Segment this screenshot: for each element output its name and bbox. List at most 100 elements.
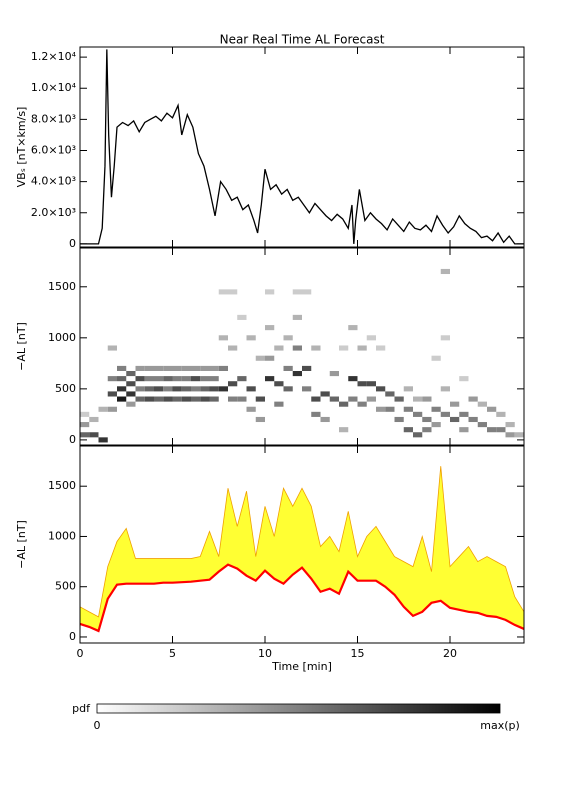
pdf-cell — [311, 345, 321, 351]
pdf-cell — [394, 396, 404, 402]
pdf-cell — [413, 432, 423, 438]
pdf-cell — [154, 376, 164, 382]
pdf-cell — [468, 416, 478, 423]
pdf-cell — [255, 416, 265, 423]
pdf-cell — [376, 406, 386, 412]
pdf-cell — [144, 365, 154, 371]
y-tick-label: 0 — [69, 630, 76, 643]
pdf-cell — [255, 355, 265, 361]
pdf-cell — [357, 401, 367, 407]
pdf-cell — [89, 416, 99, 423]
pdf-cell — [468, 396, 478, 402]
pdf-cell — [163, 376, 173, 382]
pdf-cell — [274, 401, 284, 407]
pdf-cell — [422, 427, 432, 433]
y-tick-label: 8.0×10³ — [31, 112, 76, 125]
pdf-cell — [228, 396, 238, 402]
pdf-cell — [172, 376, 182, 382]
pdf-cell — [135, 386, 145, 392]
pdf-cell — [80, 432, 90, 438]
pdf-cell — [228, 289, 238, 295]
pdf-cell — [117, 396, 127, 402]
pdf-cell — [422, 416, 432, 423]
pdf-cell — [172, 386, 182, 392]
y-axis-title: −AL [nT] — [15, 520, 28, 569]
pdf-cell — [514, 432, 524, 438]
y-tick-label: 0 — [69, 433, 76, 446]
x-tick-label: 20 — [443, 647, 457, 660]
pdf-cell — [246, 335, 256, 341]
pdf-cell — [126, 401, 136, 407]
vbs-line — [80, 49, 524, 245]
x-tick-label: 10 — [258, 647, 272, 660]
pdf-cell — [228, 345, 238, 351]
pdf-cell — [200, 386, 210, 392]
y-tick-label: 1.2×10⁴ — [31, 50, 77, 63]
pdf-cell — [117, 376, 127, 382]
y-tick-label: 0 — [69, 237, 76, 250]
pdf-cell — [265, 325, 275, 331]
pdf-cell — [339, 427, 349, 433]
pdf-cell — [440, 335, 450, 341]
pdf-cell — [80, 422, 90, 428]
pdf-cell — [339, 401, 349, 407]
pdf-cell — [274, 381, 284, 387]
colorbar-label: pdf — [72, 702, 91, 715]
x-axis-title: Time [min] — [271, 660, 332, 673]
pdf-cell — [218, 335, 228, 341]
pdf-cell — [376, 386, 386, 392]
upper-edge — [79, 466, 525, 618]
pdf-cell — [440, 411, 450, 417]
y-tick-label: 1500 — [48, 479, 76, 492]
pdf-cell — [302, 365, 312, 371]
pdf-cell — [339, 345, 349, 351]
pdf-cell — [403, 386, 413, 392]
y-tick-label: 6.0×10³ — [31, 144, 76, 157]
pdf-cell — [302, 386, 312, 392]
pdf-cell — [292, 289, 302, 295]
pdf-cell — [366, 335, 376, 341]
colorbar — [96, 703, 501, 714]
pdf-cell — [181, 365, 191, 371]
pdf-cell — [144, 376, 154, 382]
pdf-cell — [450, 416, 460, 423]
pdf-cell — [459, 411, 469, 417]
y-tick-label: 1000 — [48, 331, 76, 344]
y-axis-title: VBₛ [nT×km/s] — [15, 107, 28, 188]
pdf-cell — [302, 289, 312, 295]
pdf-cell — [440, 268, 450, 275]
pdf-cell — [348, 376, 358, 382]
pdf-cell — [496, 427, 506, 433]
pdf-cell — [209, 386, 219, 392]
pdf-cell — [181, 396, 191, 402]
colorbar-max: max(p) — [480, 719, 520, 732]
pdf-cell — [117, 386, 127, 392]
pdf-cell — [357, 345, 367, 351]
pdf-cell — [431, 422, 441, 428]
y-tick-label: 500 — [55, 580, 76, 593]
pdf-cell — [265, 355, 275, 361]
pdf-cell — [154, 365, 164, 371]
pdf-cell — [218, 386, 228, 392]
pdf-cell — [237, 396, 247, 402]
pdf-cell — [237, 376, 247, 382]
pdf-cell — [107, 391, 117, 397]
pdf-cell — [385, 406, 395, 412]
pdf-cell — [348, 325, 358, 331]
pdf-cell — [274, 345, 284, 351]
pdf-cell — [459, 376, 469, 382]
pdf-cell — [135, 376, 145, 382]
pdf-cell — [403, 406, 413, 412]
forecast-band — [80, 466, 524, 631]
pdf-cell — [172, 365, 182, 371]
pdf-cell — [228, 381, 238, 387]
x-tick-label: 0 — [77, 647, 84, 660]
pdf-cell — [450, 401, 460, 407]
pdf-cell — [191, 376, 201, 382]
pdf-cell — [163, 396, 173, 402]
pdf-cell — [126, 370, 136, 377]
pdf-cell — [403, 427, 413, 433]
pdf-cell — [431, 355, 441, 361]
pdf-cell — [255, 396, 265, 402]
